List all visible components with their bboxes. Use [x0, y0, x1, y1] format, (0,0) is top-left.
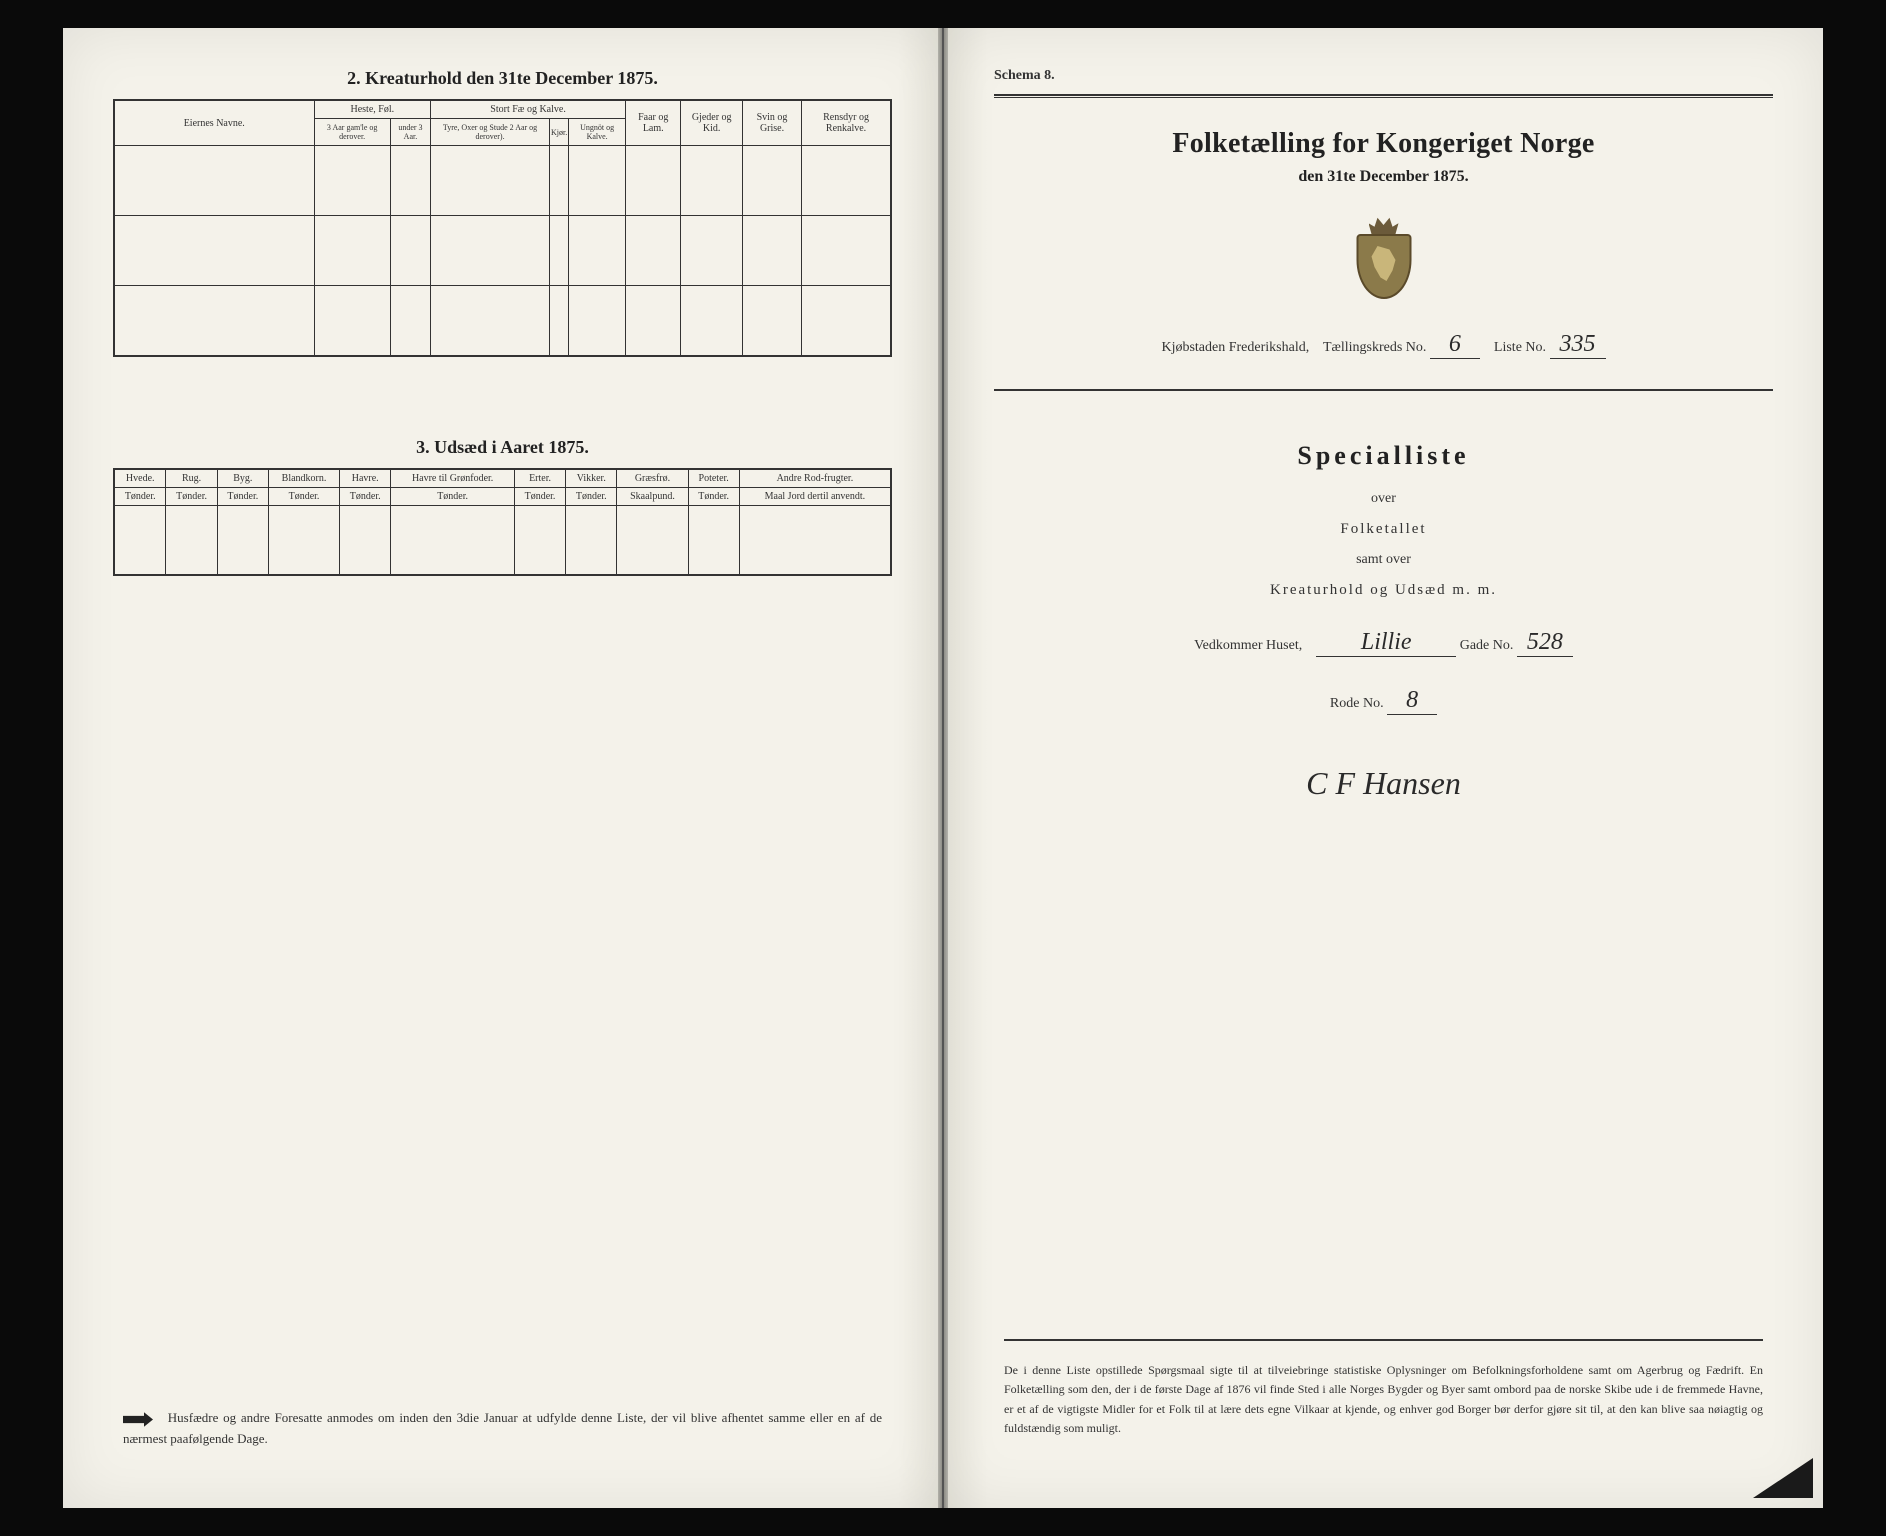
col-h: Poteter. [688, 469, 739, 488]
col-h: Havre til Grønfoder. [391, 469, 515, 488]
signature: C F Hansen [1306, 765, 1461, 801]
gade-label: Gade No. [1460, 638, 1514, 653]
book-spread: 2. Kreaturhold den 31te December 1875. E… [63, 28, 1823, 1508]
left-page: 2. Kreaturhold den 31te December 1875. E… [63, 28, 944, 1508]
district-info-line: Kjøbstaden Frederikshald, Tællingskreds … [994, 331, 1773, 359]
table-row [114, 216, 891, 286]
folketallet-label: Folketallet [994, 521, 1773, 538]
grp-cattle: Stort Fæ og Kalve. [431, 100, 626, 119]
col-h: Andre Rod-frugter. [739, 469, 891, 488]
col-s: Tønder. [391, 487, 515, 505]
district-no: 6 [1449, 331, 1461, 358]
sowing-unit-row: Tønder. Tønder. Tønder. Tønder. Tønder. … [114, 487, 891, 505]
city-label: Kjøbstaden Frederikshald, [1161, 340, 1309, 355]
page-fold-icon [1753, 1458, 1813, 1498]
house-line: Vedkommer Huset, Lillie Gade No. 528 [994, 629, 1773, 657]
rode-label: Rode No. [1330, 696, 1384, 711]
sub-horses-2: under 3 Aar. [390, 119, 430, 146]
table-row [114, 286, 891, 356]
col-h: Byg. [217, 469, 268, 488]
col-s: Maal Jord dertil anvendt. [739, 487, 891, 505]
pointing-hand-icon [123, 1411, 153, 1429]
rode-line: Rode No. 8 [994, 687, 1773, 715]
col-s: Tønder. [566, 487, 617, 505]
gade-no: 528 [1527, 629, 1563, 656]
samt-label: samt over [994, 552, 1773, 568]
col-s: Tønder. [166, 487, 217, 505]
col-goats: Gjeder og Kid. [681, 100, 743, 146]
col-sheep: Faar og Lam. [626, 100, 681, 146]
col-s: Tønder. [217, 487, 268, 505]
col-h: Blandkorn. [268, 469, 339, 488]
divider [994, 94, 1773, 98]
street: Lillie [1361, 629, 1412, 656]
right-page: Schema 8. Folketælling for Kongeriget No… [944, 28, 1823, 1508]
sub-cattle-3: Ungnöt og Kalve. [569, 119, 626, 146]
table1-title: 2. Kreaturhold den 31te December 1875. [113, 68, 892, 89]
col-s: Tønder. [514, 487, 565, 505]
footer-note: Husfædre og andre Foresatte anmodes om i… [123, 1408, 882, 1448]
col-h: Erter. [514, 469, 565, 488]
coat-of-arms-icon [1349, 216, 1419, 301]
list-no: 335 [1560, 331, 1596, 358]
table-row [114, 505, 891, 575]
footer-text: Husfædre og andre Foresatte anmodes om i… [123, 1410, 882, 1445]
table2-title: 3. Udsæd i Aaret 1875. [113, 437, 892, 458]
col-h: Vikker. [566, 469, 617, 488]
livestock-table: Eiernes Navne. Heste, Føl. Stort Fæ og K… [113, 99, 892, 357]
table-row [114, 146, 891, 216]
sub-title: den 31te December 1875. [994, 168, 1773, 186]
col-h: Havre. [340, 469, 391, 488]
list-label: Liste No. [1494, 340, 1546, 355]
main-title: Folketælling for Kongeriget Norge [994, 128, 1773, 160]
col-h: Rug. [166, 469, 217, 488]
sowing-header-row: Hvede. Rug. Byg. Blandkorn. Havre. Havre… [114, 469, 891, 488]
schema-label: Schema 8. [994, 68, 1773, 84]
sub-horses-1: 3 Aar gam'le og derover. [314, 119, 390, 146]
col-s: Tønder. [688, 487, 739, 505]
col-owners: Eiernes Navne. [114, 100, 314, 146]
col-reindeer: Rensdyr og Renkalve. [802, 100, 891, 146]
sub-cattle-1: Tyre, Oxer og Stude 2 Aar og derover). [431, 119, 550, 146]
signature-block: C F Hansen [994, 765, 1773, 802]
over-label: over [994, 491, 1773, 507]
col-s: Skaalpund. [617, 487, 688, 505]
sowing-table: Hvede. Rug. Byg. Blandkorn. Havre. Havre… [113, 468, 892, 577]
gutter-shadow [938, 28, 948, 1508]
grp-horses: Heste, Føl. [314, 100, 431, 119]
col-s: Tønder. [268, 487, 339, 505]
col-pigs: Svin og Grise. [742, 100, 801, 146]
bottom-paragraph: De i denne Liste opstillede Spørgsmaal s… [1004, 1339, 1763, 1438]
col-h: Græsfrø. [617, 469, 688, 488]
col-s: Tønder. [340, 487, 391, 505]
rode-no: 8 [1406, 687, 1418, 714]
house-label: Vedkommer Huset, [1194, 638, 1302, 653]
col-s: Tønder. [114, 487, 166, 505]
specialliste-block: Specialliste over Folketallet samt over … [994, 389, 1773, 802]
kreatur-label: Kreaturhold og Udsæd m. m. [994, 582, 1773, 599]
specialliste-title: Specialliste [994, 441, 1773, 471]
sub-cattle-2: Kjør. [549, 119, 568, 146]
district-label: Tællingskreds No. [1323, 340, 1426, 355]
col-h: Hvede. [114, 469, 166, 488]
